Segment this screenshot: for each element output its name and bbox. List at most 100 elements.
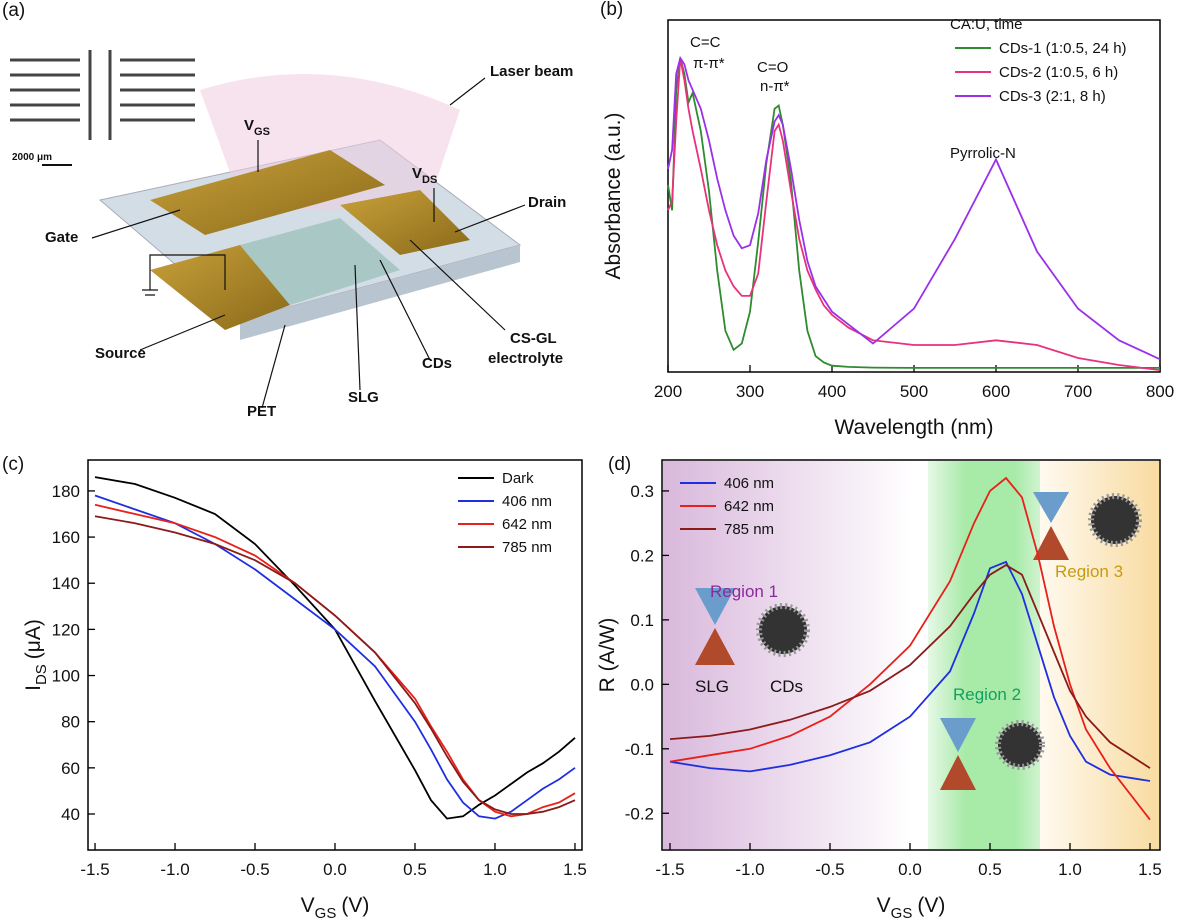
y-tick-label: -0.2 (625, 804, 654, 823)
x-tick-label: -1.5 (655, 860, 684, 879)
y-axis-label: R (A/W) (596, 618, 619, 693)
y-tick-label: 60 (61, 759, 80, 778)
plot-frame (667, 19, 1161, 373)
label: PET (247, 403, 276, 420)
label-sub: DS (422, 174, 437, 186)
y-tick-label: 140 (52, 574, 80, 593)
legend-label: 406 nm (724, 475, 774, 492)
band-icons (695, 492, 1142, 790)
legend-label: 785 nm (502, 539, 552, 556)
y-tick-label: 0.2 (630, 546, 654, 565)
series-line (667, 57, 1160, 369)
x-tick-label: -1.0 (735, 860, 764, 879)
gate-electrode (150, 150, 385, 235)
substrate-edge (240, 245, 520, 340)
legend-label: 785 nm (724, 521, 774, 538)
y-tick-label: -0.1 (625, 740, 654, 759)
series-line (94, 476, 576, 820)
x-tick-label: -0.5 (240, 860, 269, 879)
panel-label: (c) (2, 454, 24, 475)
y-tick-label: 40 (61, 805, 80, 824)
label-part: V (301, 894, 315, 917)
x-tick-label: 1.0 (483, 860, 507, 879)
annotation: Pyrrolic-N (950, 145, 1016, 162)
x-tick-label: 200 (654, 382, 682, 401)
legend-label: Dark (502, 470, 534, 487)
panel-label: (a) (2, 0, 25, 21)
legend-label: 406 nm (502, 493, 552, 510)
label: VDS (412, 165, 437, 186)
series-line (667, 55, 1161, 361)
annotation: Region 3 (1055, 562, 1123, 581)
leader-lines (91, 77, 526, 409)
x-tick-label: 0.5 (403, 860, 427, 879)
x-tick-label: 500 (900, 382, 928, 401)
label: Drain (528, 194, 566, 211)
x-axis-label: Wavelength (nm) (834, 416, 993, 439)
x-tick-label: 1.0 (1058, 860, 1082, 879)
label: Gate (45, 229, 78, 246)
source-electrode (150, 245, 290, 330)
y-axis-label: Absorbance (a.u.) (602, 113, 625, 280)
label-part: V (244, 117, 254, 134)
label-part: I (22, 685, 45, 691)
plot-frame (87, 459, 583, 851)
label-part: V (412, 165, 422, 182)
x-tick-label: -1.5 (80, 860, 109, 879)
label-sub: GS (315, 905, 337, 919)
label-sub: DS (33, 664, 50, 685)
x-tick-label: 300 (736, 382, 764, 401)
mask-pattern (10, 50, 195, 140)
label-part: V (877, 894, 891, 917)
device-schematic: (a) 2000 μm Laser beam Gate Drain Source… (2, 0, 573, 420)
annotation: SLG (695, 677, 729, 696)
legend-title: CA:U, time (950, 16, 1023, 33)
x-tick-label: -1.0 (160, 860, 189, 879)
annotation: C=O (757, 59, 788, 76)
graphene-channel (240, 218, 400, 305)
y-tick-label: 0.3 (630, 482, 654, 501)
y-axis-label: IDS (μA) (22, 619, 50, 691)
x-tick-label: 1.5 (563, 860, 587, 879)
region-2-bg (928, 461, 1053, 849)
y-tick-label: 180 (52, 482, 80, 501)
series-line (94, 515, 576, 815)
legend-label: 642 nm (724, 498, 774, 515)
drain-electrode (340, 190, 470, 255)
panel-label: (b) (600, 0, 623, 20)
legend-label: CDs-3 (2:1, 8 h) (999, 88, 1106, 105)
label: CS-GL (510, 330, 557, 347)
label-part: (V) (917, 894, 945, 917)
y-tick-label: 120 (52, 620, 80, 639)
annotation: C=C (690, 34, 721, 51)
x-tick-label: 400 (818, 382, 846, 401)
x-tick-label: 700 (1064, 382, 1092, 401)
y-tick-label: 100 (52, 667, 80, 686)
x-tick-label: 0.5 (978, 860, 1002, 879)
y-tick-label: 160 (52, 528, 80, 547)
annotation: Region 1 (710, 582, 778, 601)
legend-label: CDs-2 (1:0.5, 6 h) (999, 64, 1118, 81)
label-sub: GS (891, 905, 913, 919)
label: Laser beam (490, 63, 573, 80)
label-part: (V) (341, 894, 369, 917)
x-tick-label: 1.5 (1138, 860, 1162, 879)
x-tick-label: 600 (982, 382, 1010, 401)
annotation: π-π* (693, 55, 725, 72)
label: VGS (244, 117, 270, 138)
plot-frame (661, 459, 1161, 851)
annotation: CDs (770, 677, 803, 696)
series-line (667, 57, 1161, 371)
scale-label: 2000 μm (12, 152, 52, 163)
label-part: (μA) (22, 619, 45, 659)
x-axis-label: VGS (V) (877, 894, 946, 919)
annotation: n-π* (760, 78, 790, 95)
panel-label: (d) (608, 454, 631, 475)
x-tick-label: 0.0 (323, 860, 347, 879)
label: Source (95, 345, 146, 362)
label: CDs (422, 355, 452, 372)
annotation: Region 2 (953, 685, 1021, 704)
x-tick-label: 800 (1146, 382, 1174, 401)
